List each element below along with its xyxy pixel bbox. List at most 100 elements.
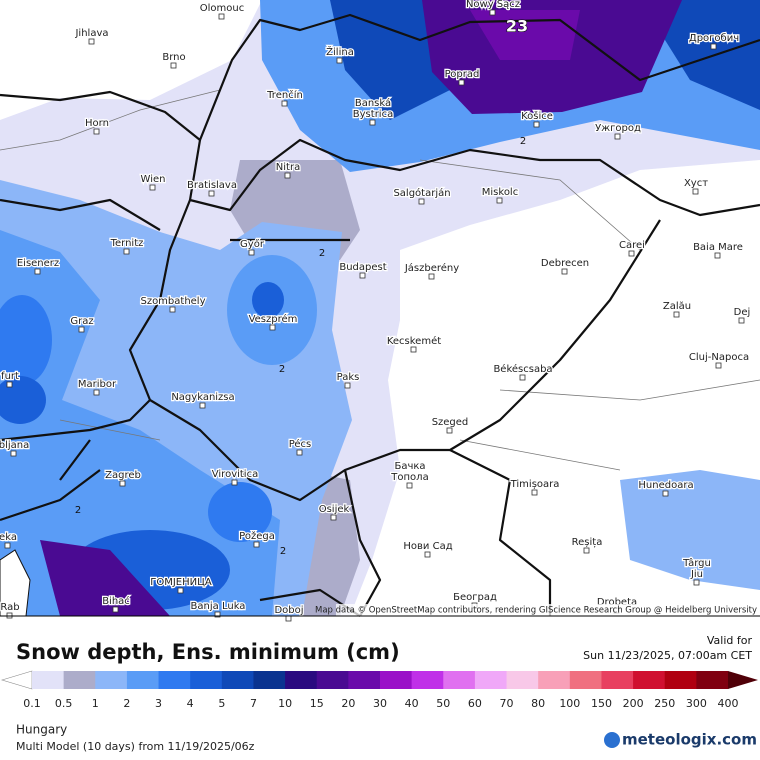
city-label: Jászberény bbox=[404, 262, 459, 274]
city-marker bbox=[738, 317, 745, 324]
city-label: Trenčín bbox=[266, 89, 303, 101]
legend-swatch bbox=[696, 671, 729, 689]
city-marker bbox=[715, 362, 722, 369]
city-marker bbox=[119, 480, 126, 487]
city-label: Virovitica bbox=[212, 469, 258, 480]
border bbox=[188, 138, 760, 217]
city-label: Veszprém bbox=[249, 313, 298, 325]
city-label: Bratislava bbox=[187, 180, 237, 191]
city-label: Horn bbox=[85, 118, 109, 129]
legend-swatch bbox=[664, 671, 697, 689]
city-label: Miskolc bbox=[482, 187, 518, 198]
city-label: Maribor bbox=[78, 379, 117, 390]
city-marker bbox=[208, 190, 215, 197]
legend-swatch bbox=[411, 671, 444, 689]
model: Multi Model (10 days) from 11/19/2025/06… bbox=[16, 740, 255, 753]
city-marker bbox=[489, 9, 496, 16]
city-marker bbox=[93, 128, 100, 135]
city-label: Olomouc bbox=[200, 3, 244, 14]
city-marker bbox=[6, 381, 13, 388]
snow-area bbox=[620, 470, 760, 590]
city-marker bbox=[418, 198, 425, 205]
contour-label: 23 bbox=[506, 17, 528, 36]
city-label: Timișoara bbox=[510, 479, 560, 490]
city-marker bbox=[149, 184, 156, 191]
city-marker bbox=[628, 250, 635, 257]
city-marker bbox=[533, 121, 540, 128]
legend-swatch bbox=[443, 671, 476, 689]
city-marker bbox=[248, 249, 255, 256]
city-marker bbox=[336, 57, 343, 64]
city-marker bbox=[4, 542, 11, 549]
legend-tick-label: 250 bbox=[654, 697, 675, 710]
city-marker bbox=[693, 579, 700, 586]
city-label: Dej bbox=[734, 307, 751, 318]
legend-swatch bbox=[221, 671, 254, 689]
city-label: Reșița bbox=[572, 537, 603, 548]
border bbox=[128, 199, 661, 502]
city-marker bbox=[692, 188, 699, 195]
city-marker bbox=[78, 326, 85, 333]
city-label: Дрогобич bbox=[689, 33, 739, 44]
legend: 0.1 0.5 1 2 3 4 5 7 10 15 20 30 40 50 60 70 80 100 150 200 2… bbox=[0, 670, 758, 710]
coast bbox=[0, 549, 31, 617]
legend-tick-label: 60 bbox=[468, 697, 482, 710]
city-label: Hunedoara bbox=[638, 480, 693, 491]
legend-tick-label: 20 bbox=[341, 697, 355, 710]
city-label: Debrecen bbox=[541, 258, 589, 269]
city-label: Bihać bbox=[102, 595, 130, 607]
legend-swatch bbox=[569, 671, 602, 689]
city-label: ГОМЈЕНИЦА bbox=[150, 577, 212, 588]
city-label: Košice bbox=[521, 110, 553, 122]
city-label: Carei bbox=[619, 240, 645, 251]
legend-swatch bbox=[633, 671, 666, 689]
city-marker bbox=[177, 587, 184, 594]
legend-tick-label: 100 bbox=[559, 697, 580, 710]
border bbox=[0, 198, 552, 617]
city-marker bbox=[359, 272, 366, 279]
city-marker bbox=[583, 547, 590, 554]
city-label: Osijek bbox=[319, 504, 350, 515]
city-marker bbox=[428, 273, 435, 280]
city-label: Ужгород bbox=[595, 123, 641, 134]
legend-tick-label: 200 bbox=[623, 697, 644, 710]
legend-tick-label: 4 bbox=[187, 697, 194, 710]
city-marker bbox=[446, 427, 453, 434]
legend-tick-label: 0.1 bbox=[23, 697, 41, 710]
snow-area bbox=[0, 295, 52, 385]
city-marker bbox=[673, 311, 680, 318]
city-marker bbox=[369, 119, 376, 126]
attribution: Map data © OpenStreetMap contributors, r… bbox=[315, 606, 757, 616]
border bbox=[0, 13, 760, 142]
city-marker bbox=[34, 268, 41, 275]
city-label: Doboj bbox=[274, 605, 303, 616]
valid-label: Valid for bbox=[707, 634, 753, 647]
city-marker bbox=[330, 514, 337, 521]
city-label: Нови Сад bbox=[403, 541, 452, 552]
city-marker bbox=[218, 13, 225, 20]
city-label: Pécs bbox=[289, 438, 312, 450]
region: Hungary bbox=[16, 723, 67, 737]
city-marker bbox=[662, 490, 669, 497]
city-label: Jihlava bbox=[74, 28, 108, 39]
city-label: Ternitz bbox=[110, 238, 144, 249]
city-label: Kecskemét bbox=[387, 335, 441, 347]
city-label: Nowy Sącz bbox=[466, 0, 520, 10]
legend-swatch bbox=[95, 671, 128, 689]
city-marker bbox=[269, 324, 276, 331]
city-label: Baia Mare bbox=[693, 242, 743, 253]
legend-tick-label: 150 bbox=[591, 697, 612, 710]
legend-tick-label: 400 bbox=[718, 697, 739, 710]
city-marker bbox=[531, 489, 538, 496]
legend-tick-label: 30 bbox=[373, 697, 387, 710]
city-marker bbox=[285, 615, 292, 622]
city-label: Zagreb bbox=[105, 470, 141, 481]
legend-tick-label: 70 bbox=[500, 697, 514, 710]
legend-tick-label: 5 bbox=[218, 697, 225, 710]
city-marker bbox=[458, 79, 465, 86]
legend-tick-label: 2 bbox=[123, 697, 130, 710]
legend-swatch bbox=[601, 671, 634, 689]
city-label: Budapest bbox=[339, 262, 386, 273]
logo-icon bbox=[604, 732, 620, 748]
